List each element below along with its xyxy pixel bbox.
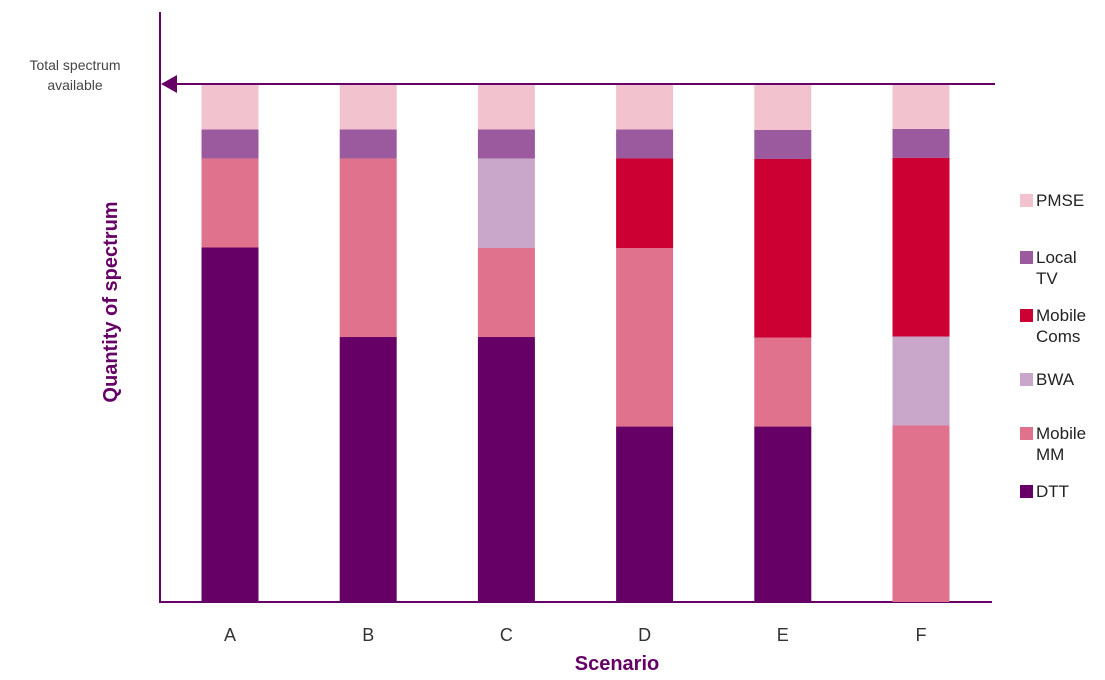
bar-segment	[616, 426, 674, 602]
bar-segment	[477, 158, 535, 248]
bar-segment	[339, 337, 397, 602]
legend-swatch	[1020, 309, 1033, 322]
annotation: Total spectrum available	[29, 57, 121, 93]
bar-segment	[616, 129, 674, 159]
bar-segment	[477, 248, 535, 338]
bar-segment	[201, 84, 259, 130]
legend-swatch	[1020, 427, 1033, 440]
legend-item: DTT	[1020, 481, 1105, 502]
bar-segment	[754, 158, 812, 338]
bar-segment	[892, 336, 950, 426]
bar-segment	[339, 129, 397, 159]
bar-segment	[201, 158, 259, 248]
legend-label: Mobile MM	[1036, 424, 1087, 464]
legend-label: BWA	[1036, 370, 1075, 389]
x-tick-label: D	[638, 625, 651, 645]
bar-segment	[477, 129, 535, 159]
legend-item: Mobile Coms	[1020, 305, 1105, 347]
bar-segment	[754, 130, 812, 159]
legend-item: Local TV	[1020, 247, 1105, 289]
legend-swatch	[1020, 485, 1033, 498]
bar-segment	[616, 158, 674, 248]
y-axis-label: Quantity of spectrum	[100, 201, 122, 402]
legend-swatch	[1020, 194, 1033, 207]
bar-segment	[201, 247, 259, 602]
bar-segment	[754, 426, 812, 602]
legend-item: BWA	[1020, 369, 1105, 390]
bar-segment	[892, 157, 950, 337]
bar-segment	[477, 84, 535, 130]
bar-segment	[201, 129, 259, 159]
x-tick-label: C	[500, 625, 513, 645]
legend-item: Mobile MM	[1020, 423, 1105, 465]
bar-segment	[892, 425, 950, 602]
legend-label: Local TV	[1036, 248, 1077, 288]
x-tick-label: B	[362, 625, 374, 645]
x-axis-label: Scenario	[575, 653, 659, 675]
bar-segment	[339, 158, 397, 338]
bar-segment	[616, 248, 674, 427]
bar-segment	[892, 83, 950, 129]
legend-label: PMSE	[1036, 191, 1085, 210]
legend-label: Mobile Coms	[1036, 306, 1087, 346]
legend-swatch	[1020, 251, 1033, 264]
bar-segment	[754, 84, 812, 130]
bar-segment	[892, 128, 950, 158]
total-arrow	[161, 74, 177, 93]
bar-segment	[616, 84, 674, 130]
x-tick-label: A	[224, 625, 236, 645]
legend-item: PMSE	[1020, 190, 1105, 211]
x-tick-label: F	[916, 625, 927, 645]
legend-label: DTT	[1036, 482, 1070, 501]
legend-swatch	[1020, 373, 1033, 386]
bar-segment	[754, 337, 812, 427]
x-tick-label: E	[777, 625, 789, 645]
bar-segment	[339, 84, 397, 130]
bar-segment	[477, 337, 535, 602]
